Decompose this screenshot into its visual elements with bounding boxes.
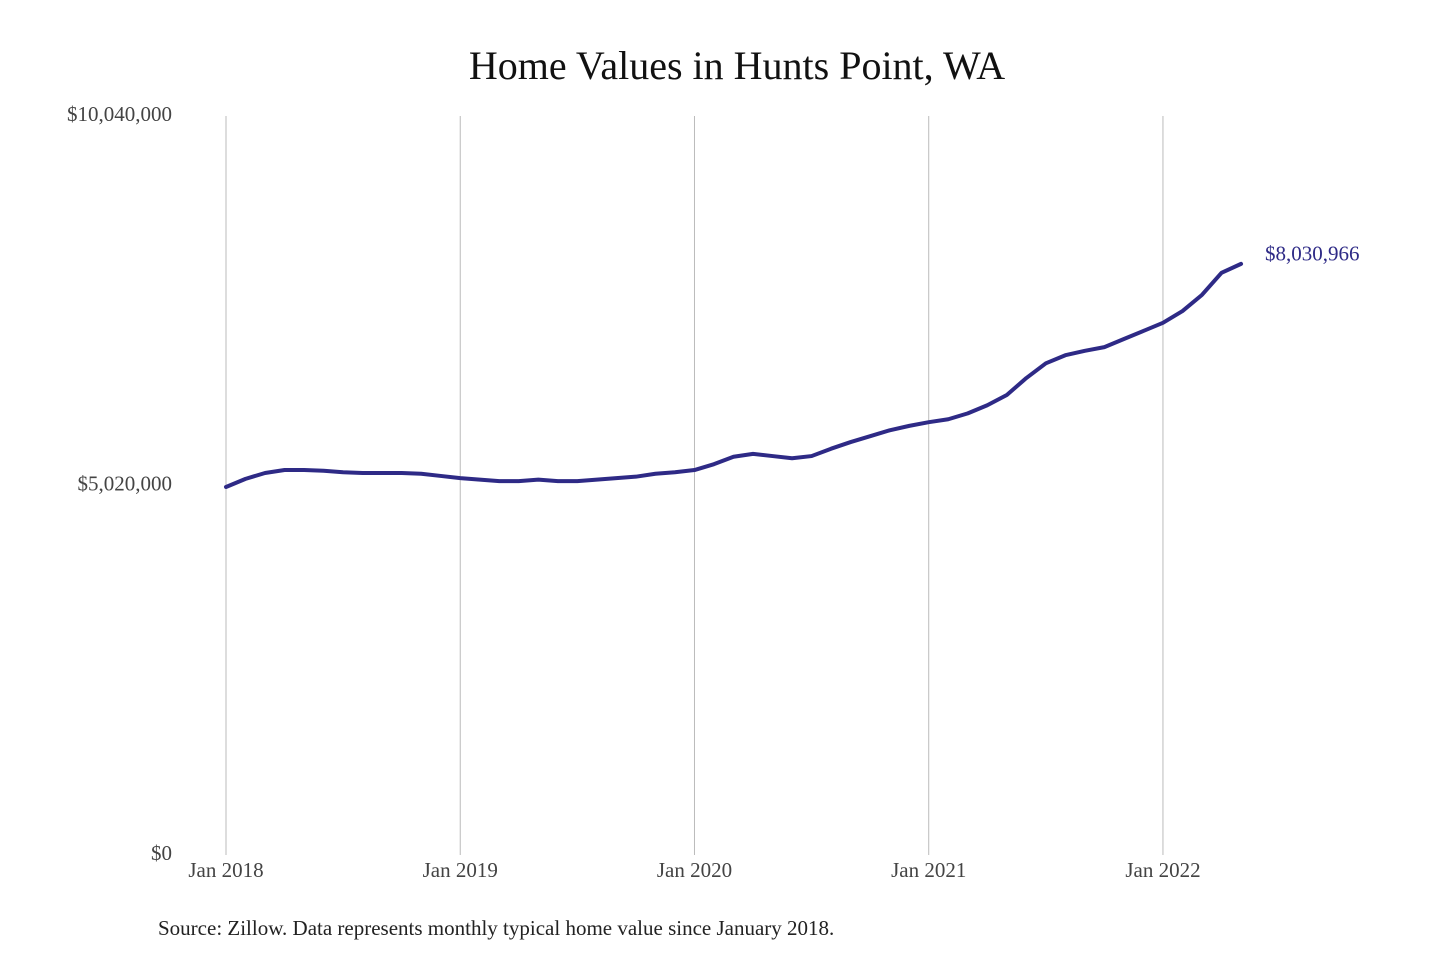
value-label: $8,030,966 xyxy=(1265,242,1360,266)
source-note: Source: Zillow. Data represents monthly … xyxy=(158,916,834,940)
x-tick-label: Jan 2021 xyxy=(891,858,966,882)
x-tick-label: Jan 2022 xyxy=(1125,858,1200,882)
x-tick-label: Jan 2019 xyxy=(423,858,498,882)
x-tick-label: Jan 2020 xyxy=(657,858,732,882)
chart-title: Home Values in Hunts Point, WA xyxy=(469,43,1005,88)
x-tick-label: Jan 2018 xyxy=(188,858,263,882)
y-tick-label: $10,040,000 xyxy=(67,102,172,126)
y-tick-label: $0 xyxy=(151,841,172,865)
data-line xyxy=(224,261,1244,489)
y-tick-label: $5,020,000 xyxy=(78,471,173,495)
